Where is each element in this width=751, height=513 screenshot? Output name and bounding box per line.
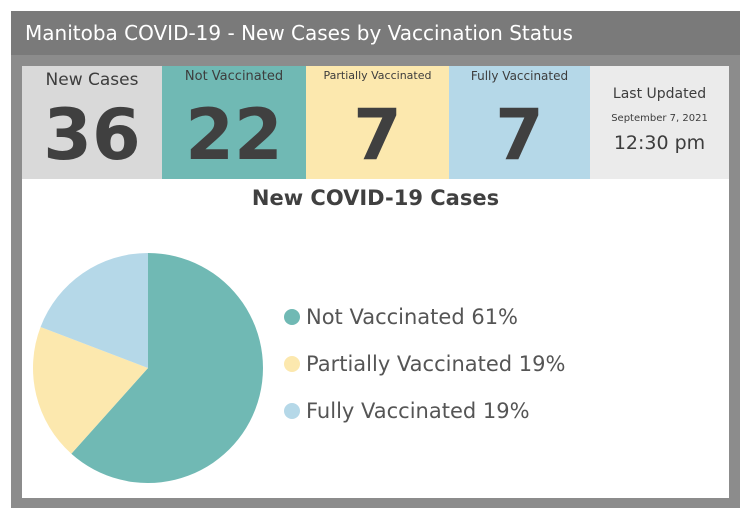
last-updated-time: 12:30 pm — [613, 132, 706, 154]
tile-fully-vaccinated-label: Fully Vaccinated — [470, 69, 569, 83]
dashboard-panel: New Cases 36 Not Vaccinated 22 Partially… — [22, 66, 729, 498]
pie-slice-fully-vaccinated[interactable] — [40, 252, 148, 368]
dashboard-title: Manitoba COVID-19 - New Cases by Vaccina… — [11, 11, 740, 55]
legend-dot-partially-vaccinated — [284, 356, 300, 372]
last-updated-label: Last Updated — [612, 86, 707, 102]
tile-new-cases-value: 36 — [43, 94, 141, 176]
legend-label-not-vaccinated: Not Vaccinated 61% — [306, 305, 519, 329]
tile-partially-vaccinated-value: 7 — [353, 94, 402, 176]
tile-fully-vaccinated: Fully Vaccinated 7 — [449, 66, 590, 179]
legend-label-fully-vaccinated: Fully Vaccinated 19% — [306, 399, 530, 423]
tile-fully-vaccinated-value: 7 — [495, 94, 544, 176]
pie-slice-partially-vaccinated[interactable] — [32, 326, 149, 454]
tile-new-cases-label: New Cases — [45, 70, 139, 90]
pie-slice-not-vaccinated[interactable] — [71, 253, 263, 483]
dashboard-frame: Manitoba COVID-19 - New Cases by Vaccina… — [11, 11, 740, 508]
legend-dot-not-vaccinated — [284, 309, 300, 325]
tile-partially-vaccinated-label: Partially Vaccinated — [323, 69, 432, 82]
legend-dot-fully-vaccinated — [284, 403, 300, 419]
last-updated-date: September 7, 2021 — [611, 113, 708, 124]
tile-not-vaccinated-value: 22 — [185, 94, 283, 176]
tile-new-cases: New Cases 36 — [22, 66, 162, 179]
legend-label-partially-vaccinated: Partially Vaccinated 19% — [306, 352, 566, 376]
tile-partially-vaccinated: Partially Vaccinated 7 — [306, 66, 449, 179]
tile-last-updated: Last Updated September 7, 2021 12:30 pm — [590, 66, 729, 179]
pie-chart — [32, 252, 263, 483]
chart-title: New COVID-19 Cases — [251, 186, 500, 210]
tile-not-vaccinated: Not Vaccinated 22 — [162, 66, 306, 179]
tile-not-vaccinated-label: Not Vaccinated — [184, 69, 284, 84]
